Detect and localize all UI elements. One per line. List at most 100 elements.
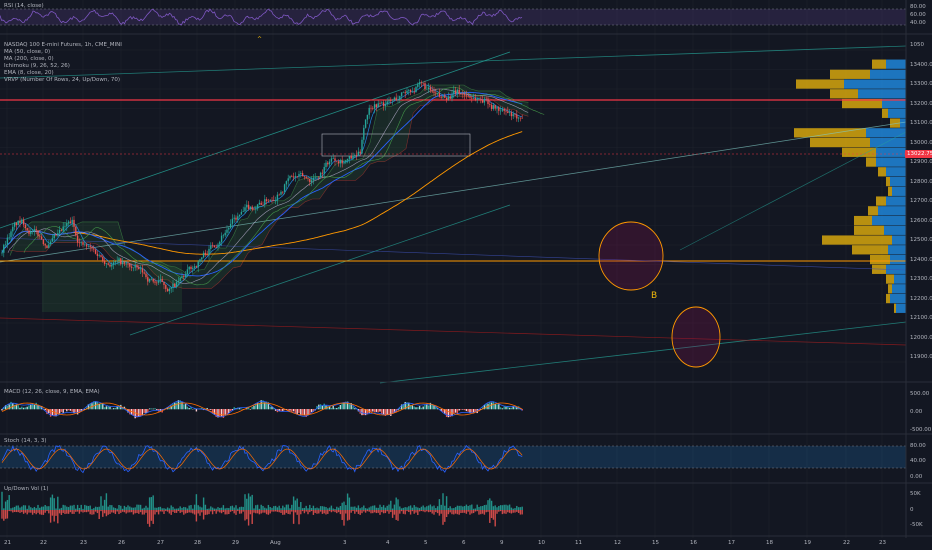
time-tick: 5	[424, 540, 428, 546]
macd-histogram-bar	[129, 409, 131, 415]
candle-body	[24, 224, 27, 229]
volume-up-bar	[103, 499, 106, 510]
event-marker-icon[interactable]: ^	[257, 36, 263, 43]
rsi-label[interactable]: RSI (14, close)	[4, 3, 44, 9]
volume-down-bar	[348, 510, 351, 520]
macd-histogram-bar	[233, 407, 235, 410]
volume-down-bar	[372, 510, 374, 514]
volume-up-bar	[177, 508, 180, 510]
macd-histogram-bar	[219, 409, 221, 417]
volume-up-bar	[489, 498, 491, 510]
volume-down-bar	[453, 510, 455, 515]
time-tick: 19	[804, 540, 811, 546]
volume-up-bar	[224, 508, 226, 510]
candle-body	[381, 102, 383, 104]
volume-down-bar	[307, 510, 309, 515]
candle-body	[22, 219, 25, 225]
macd-histogram-bar	[265, 401, 268, 410]
macd-histogram-bar	[215, 409, 217, 417]
candle-body	[67, 221, 70, 224]
candle-body	[490, 104, 493, 109]
volume-up-bar	[510, 507, 513, 510]
candle-body	[411, 91, 414, 93]
indicator-ema[interactable]: EMA (8, close, 20)	[4, 70, 54, 76]
candle-body	[121, 262, 124, 265]
candle-body	[264, 199, 266, 205]
macd-histogram-bar	[75, 409, 77, 413]
macd-histogram-bar	[76, 409, 79, 415]
macd-histogram-bar	[201, 407, 203, 410]
macd-histogram-bar	[377, 409, 379, 413]
candle-body	[206, 254, 208, 256]
volume-up-bar	[440, 504, 442, 510]
macd-histogram-bar	[494, 404, 496, 410]
volume-down-bar	[60, 510, 63, 515]
volume-down-bar	[456, 510, 459, 515]
indicator-ma200[interactable]: MA (200, close, 0)	[4, 56, 54, 62]
volume-up-bar	[174, 508, 176, 510]
macd-histogram-bar	[102, 403, 104, 410]
ichimoku-lagging-line	[23, 87, 545, 286]
ichimoku-cloud	[10, 85, 529, 289]
volume-up-bar	[472, 508, 475, 510]
indicator-vrvp[interactable]: VRVP (Number Of Rows, 24, Up/Down, 70)	[4, 77, 121, 83]
candle-body	[420, 82, 423, 83]
candle-body	[172, 283, 174, 288]
vrvp-down-bar	[882, 108, 888, 118]
volume-down-bar	[201, 510, 203, 513]
volume-up-bar	[199, 506, 201, 510]
volume-up-bar	[280, 508, 282, 510]
macd-histogram-bar	[291, 409, 293, 412]
macd-histogram-bar	[323, 403, 325, 410]
candle-body	[170, 287, 172, 289]
candle-body	[465, 95, 468, 97]
macd-histogram-bar	[485, 404, 487, 410]
indicator-ichimoku[interactable]: Ichimoku (9, 26, 52, 26)	[4, 63, 70, 69]
volume-up-bar	[309, 504, 311, 510]
macd-histogram-bar	[429, 402, 432, 410]
indicator-ma50[interactable]: MA (50, close, 0)	[4, 49, 51, 55]
stoch-label[interactable]: Stoch (14, 3, 3)	[4, 438, 47, 444]
volume-down-bar	[33, 510, 36, 514]
volume-down-bar	[204, 510, 207, 515]
volume-label[interactable]: Up/Down Vol (1)	[4, 486, 49, 492]
candle-body	[384, 104, 387, 107]
volume-down-bar	[472, 510, 475, 514]
volume-up-bar	[132, 507, 135, 510]
volume-up-bar	[334, 508, 336, 510]
rsi-band	[0, 9, 906, 25]
macd-histogram-bar	[408, 402, 410, 410]
candle-body	[46, 245, 48, 249]
volume-down-bar	[15, 510, 18, 513]
vrvp-down-bar	[870, 254, 890, 265]
symbol-title[interactable]: NASDAQ 100 E-mini Futures, 1h, CME_MINI	[4, 42, 122, 48]
candle-body	[28, 230, 30, 234]
volume-up-bar	[143, 507, 145, 510]
volume-up-bar	[249, 496, 252, 510]
macd-histogram-bar	[474, 409, 477, 412]
volume-up-bar	[465, 504, 468, 510]
volume-up-bar	[147, 507, 149, 510]
volume-down-bar	[435, 510, 437, 513]
volume-up-bar	[471, 504, 473, 510]
candle-body	[458, 89, 460, 94]
time-tick: 26	[118, 540, 125, 546]
candle-body	[262, 204, 264, 206]
macd-label[interactable]: MACD (12, 26, close, 9, EMA, EMA)	[4, 389, 100, 395]
vrvp-up-bar	[890, 254, 906, 265]
candle-body	[247, 204, 250, 209]
volume-down-bar	[103, 510, 106, 514]
macd-histogram-bar	[60, 409, 63, 412]
candle-body	[130, 266, 133, 268]
volume-down-bar	[505, 510, 507, 514]
volume-up-bar	[438, 499, 441, 510]
volume-up-bar	[372, 505, 374, 510]
volume-up-bar	[453, 508, 455, 510]
candle-body	[377, 103, 379, 108]
volume-down-bar	[229, 510, 232, 512]
volume-down-bar	[211, 510, 214, 515]
candle-body	[111, 264, 113, 267]
volume-up-bar	[237, 508, 239, 510]
